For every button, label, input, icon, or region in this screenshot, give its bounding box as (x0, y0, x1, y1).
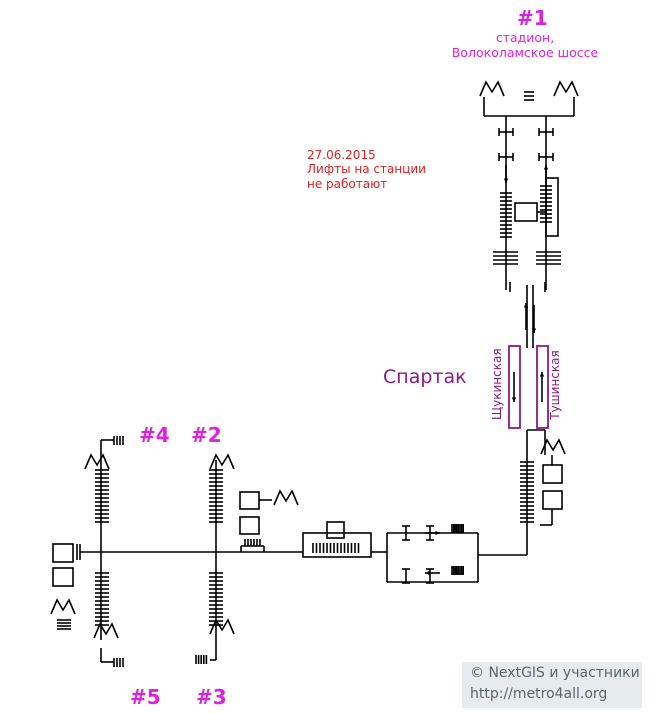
elevator-icon (239, 491, 260, 510)
exit-3-zigzag-icon (209, 618, 235, 635)
exit-3-label[interactable]: #3 (196, 685, 227, 709)
up-arrow-icon-head (539, 372, 545, 377)
elevator-notice: 27.06.2015 Лифты на станции не работают (307, 148, 426, 191)
exit-5-zigzag-icon (93, 622, 119, 639)
platform-right-label: Тушинская (548, 350, 562, 420)
elevator-icon (514, 202, 538, 222)
copyright-box: © NextGIS и участники http://metro4all.o… (462, 662, 642, 708)
exit-1-description-line2: Волоколамское шоссе (451, 45, 599, 60)
elevator-icon (52, 543, 74, 563)
platform-right (536, 345, 549, 429)
platform-left (508, 345, 521, 429)
middle-zigzag-icon (273, 489, 299, 506)
elevator-icon (239, 516, 260, 535)
exit-1-ramp-frame (545, 177, 559, 237)
exit-2-label[interactable]: #2 (191, 423, 222, 447)
elevator-icon (542, 464, 563, 484)
far-left-zigzag-icon (50, 598, 76, 615)
exit-4-zigzag-icon (84, 453, 110, 470)
up-arrow-icon-head (543, 165, 549, 170)
elevator-icon (326, 521, 345, 539)
elevator-icon (542, 490, 563, 510)
platform-left-label: Щукинская (490, 348, 504, 420)
exit-1-description: стадион, Волоколамское шоссе (450, 30, 600, 60)
exit-5-label[interactable]: #5 (130, 685, 161, 709)
station-name: Спартак (383, 366, 467, 388)
exit-1-label[interactable]: #1 (517, 6, 548, 30)
copyright-link[interactable]: http://metro4all.org (470, 686, 608, 702)
copyright-line1: © NextGIS и участники (470, 665, 640, 681)
exit-2-zigzag-icon (209, 453, 235, 470)
up-arrow-icon-head (523, 303, 529, 308)
down-arrow-icon-head (531, 328, 537, 333)
right-arrow-icon-head (435, 530, 440, 536)
exit-1-left-zigzag-icon (479, 80, 505, 97)
elevator-icon (52, 567, 74, 587)
underpass-frame (302, 532, 372, 558)
notice-line2: не работают (307, 176, 388, 191)
left-arrow-icon-head (425, 570, 430, 576)
exit-4-label[interactable]: #4 (139, 423, 170, 447)
notice-date: 27.06.2015 (307, 148, 376, 162)
down-arrow-icon-head (511, 397, 517, 402)
exit-1-right-zigzag-icon (553, 80, 579, 97)
exit-1-description-line1: стадион, (495, 30, 555, 45)
down-arrow-icon-head (503, 178, 509, 183)
notice-line1: Лифты на станции (307, 162, 426, 177)
